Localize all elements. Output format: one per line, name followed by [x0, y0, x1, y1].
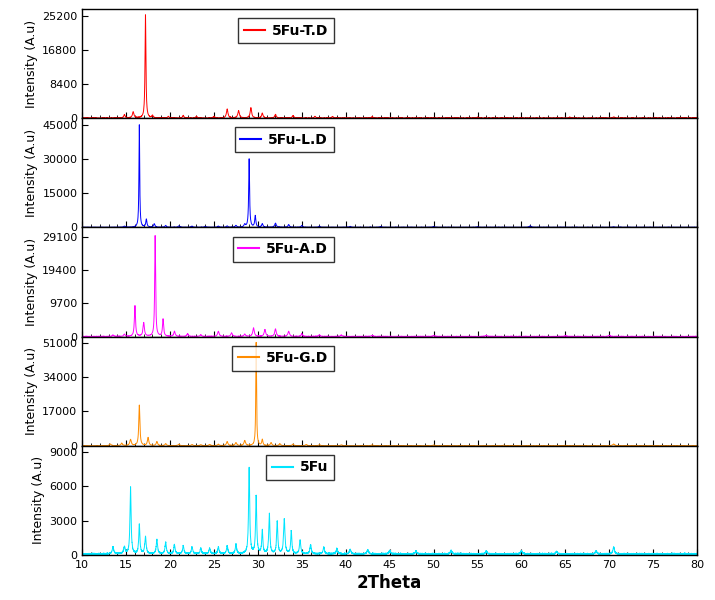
Legend: 5Fu-L.D: 5Fu-L.D — [235, 127, 333, 152]
Y-axis label: Intensity (A.u): Intensity (A.u) — [32, 457, 45, 544]
Y-axis label: Intensity (A.u): Intensity (A.u) — [25, 129, 38, 217]
Legend: 5Fu-T.D: 5Fu-T.D — [238, 18, 333, 43]
Y-axis label: Intensity (A.u): Intensity (A.u) — [25, 238, 38, 326]
Legend: 5Fu-G.D: 5Fu-G.D — [232, 346, 333, 371]
Legend: 5Fu-A.D: 5Fu-A.D — [233, 236, 333, 262]
Y-axis label: Intensity (A.u): Intensity (A.u) — [25, 347, 38, 435]
X-axis label: 2Theta: 2Theta — [357, 574, 423, 592]
Y-axis label: Intensity (A.u): Intensity (A.u) — [25, 20, 38, 107]
Legend: 5Fu: 5Fu — [266, 455, 333, 480]
